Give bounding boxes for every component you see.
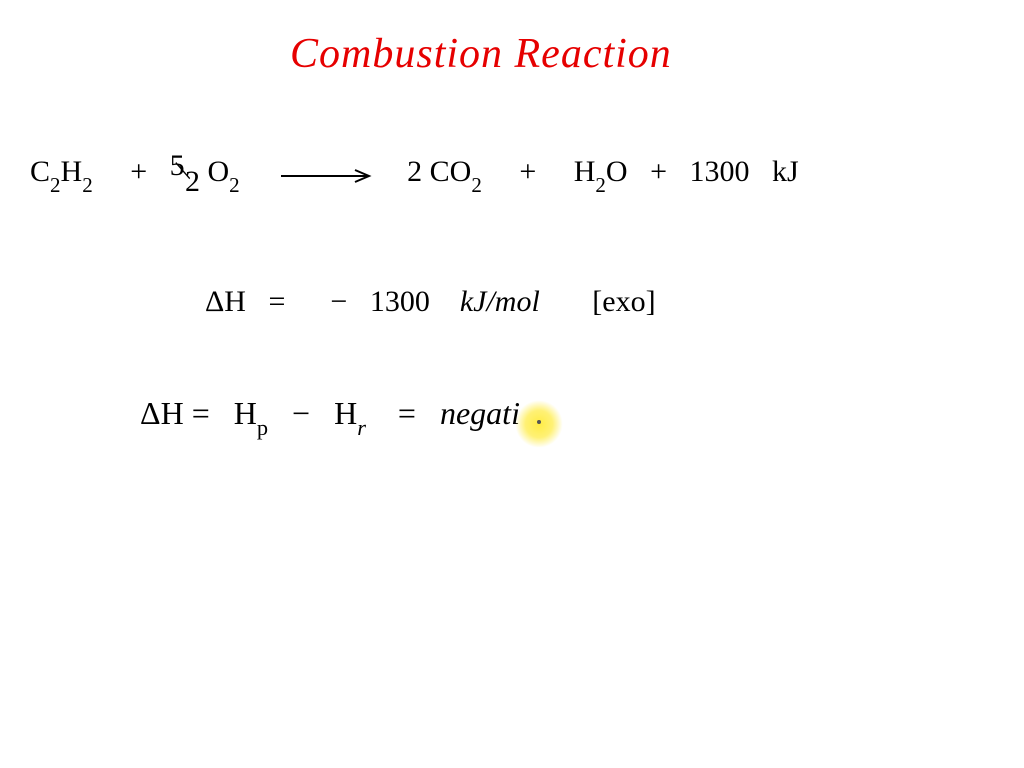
equals-1: = xyxy=(268,285,285,318)
elem-h: H xyxy=(61,155,83,188)
sub-2d: 2 xyxy=(471,173,482,198)
plus-3: + xyxy=(650,155,667,188)
negative-sign: − xyxy=(330,285,347,318)
minus-sign: − xyxy=(292,395,310,431)
reactant-c2h2: C2H2 xyxy=(30,155,100,188)
delta-h-symbol-2: ΔH xyxy=(140,395,184,431)
cursor-highlight xyxy=(515,400,563,448)
sub-p: p xyxy=(257,415,268,441)
product-co2: CO2 xyxy=(430,155,490,188)
plus-2: + xyxy=(519,155,536,188)
coef-2: 2 xyxy=(407,155,422,188)
delta-h-definition-line: ΔH = Hp − Hr = negati xyxy=(140,395,520,437)
plus-1: + xyxy=(130,155,147,188)
elem-co: CO xyxy=(430,155,472,188)
product-h2o: H2O xyxy=(574,155,635,188)
reaction-arrow xyxy=(277,157,377,191)
energy-value: 1300 xyxy=(690,155,750,188)
elem-h2: H xyxy=(574,155,596,188)
elem-o: O xyxy=(207,155,229,188)
sub-r: r xyxy=(357,415,366,441)
equals-3: = xyxy=(398,395,416,431)
sub-2a: 2 xyxy=(50,173,61,198)
cursor-dot xyxy=(537,420,541,424)
coefficient-5-2: 5/2 xyxy=(170,155,200,189)
elem-c: C xyxy=(30,155,50,188)
delta-h-value-line: ΔH = − 1300 kJ/mol [exo] xyxy=(205,285,656,319)
h-r: H xyxy=(334,395,357,431)
sub-2e: 2 xyxy=(595,173,606,198)
sub-2b: 2 xyxy=(82,173,93,198)
dh-value: 1300 xyxy=(370,285,430,318)
dh-unit: kJ/mol xyxy=(460,285,540,318)
elem-o2: O xyxy=(606,155,628,188)
reactant-o2: O2 xyxy=(207,155,247,188)
exo-note: [exo] xyxy=(592,285,655,318)
energy-unit: kJ xyxy=(772,155,799,188)
sub-2c: 2 xyxy=(229,173,240,198)
negati-text: negati xyxy=(440,395,520,431)
delta-h-symbol: ΔH xyxy=(205,285,246,318)
equals-2: = xyxy=(192,395,210,431)
frac-den: 2 xyxy=(185,165,200,199)
h-p: H xyxy=(234,395,257,431)
page-title: Combustion Reaction xyxy=(290,30,672,78)
chemical-equation: C2H2 + 5/2 O2 2 CO2 + H2O + 1300 kJ xyxy=(30,155,799,194)
